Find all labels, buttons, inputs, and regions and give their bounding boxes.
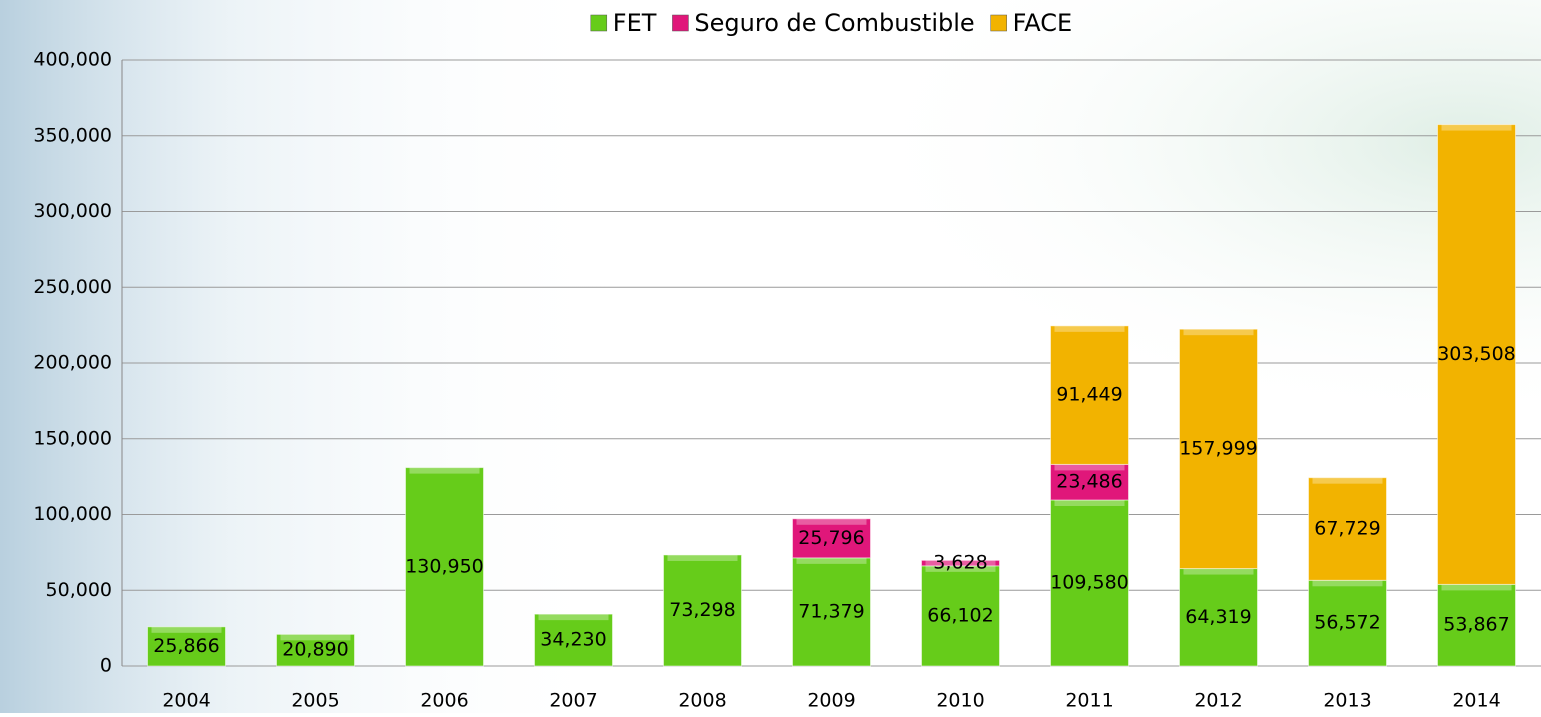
y-tick-label: 150,000 (33, 427, 112, 449)
y-tick-label: 50,000 (46, 579, 112, 601)
legend-swatch (591, 15, 607, 31)
data-label: 71,379 (798, 600, 864, 622)
data-label: 3,628 (933, 552, 987, 574)
y-tick-label: 200,000 (33, 352, 112, 374)
data-label: 303,508 (1437, 343, 1516, 365)
x-tick-label: 2012 (1194, 690, 1242, 712)
bar-shine (1184, 329, 1254, 335)
chart: FET Seguro de Combustible FACE 0 50,000 100,… (0, 0, 1541, 713)
bar-shine (1442, 125, 1512, 131)
y-tick-label: 400,000 (33, 49, 112, 71)
bar-shine (1313, 580, 1383, 586)
data-label: 67,729 (1314, 517, 1380, 539)
y-tick-label: 300,000 (33, 200, 112, 222)
y-tick-label: 250,000 (33, 276, 112, 298)
data-label: 157,999 (1179, 437, 1258, 459)
legend-label: FET (613, 9, 657, 37)
legend-swatch (991, 15, 1007, 31)
x-tick-label: 2011 (1065, 690, 1113, 712)
x-tick-label: 2013 (1323, 690, 1371, 712)
data-label: 25,866 (153, 635, 219, 657)
x-tick-label: 2004 (162, 690, 210, 712)
x-tick-label: 2014 (1452, 690, 1500, 712)
data-label: 56,572 (1314, 612, 1380, 634)
data-label: 130,950 (405, 555, 484, 577)
bar-shine (1184, 569, 1254, 575)
x-tick-label: 2005 (291, 690, 339, 712)
x-tick-label: 2007 (549, 690, 597, 712)
bar-shine (668, 555, 738, 561)
data-label: 91,449 (1056, 384, 1122, 406)
data-label: 23,486 (1056, 471, 1122, 493)
x-tick-label: 2010 (936, 690, 984, 712)
bar-shine (1055, 464, 1125, 470)
bar-shine (1313, 478, 1383, 484)
legend-swatch (672, 15, 688, 31)
y-tick-label: 100,000 (33, 503, 112, 525)
data-label: 66,102 (927, 604, 993, 626)
bar-shine (797, 558, 867, 564)
x-tick-label: 2009 (807, 690, 855, 712)
bar-shine (1055, 326, 1125, 332)
legend-label: Seguro de Combustible (694, 9, 974, 37)
bar-shine (539, 614, 609, 620)
x-tick-label: 2006 (420, 690, 468, 712)
data-label: 25,796 (798, 527, 864, 549)
bar-shine (410, 468, 480, 474)
data-label: 73,298 (669, 599, 735, 621)
bar-shine (1055, 500, 1125, 506)
data-label: 34,230 (540, 629, 606, 651)
bar-shine (152, 627, 222, 633)
data-label: 53,867 (1443, 614, 1509, 636)
bar-shine (797, 519, 867, 525)
bar-shine (1442, 584, 1512, 590)
y-tick-label: 0 (100, 655, 112, 677)
x-tick-label: 2008 (678, 690, 726, 712)
y-tick-label: 350,000 (33, 124, 112, 146)
data-label: 64,319 (1185, 606, 1251, 628)
legend-label: FACE (1013, 9, 1073, 37)
data-label: 109,580 (1050, 571, 1129, 593)
data-label: 20,890 (282, 639, 348, 661)
